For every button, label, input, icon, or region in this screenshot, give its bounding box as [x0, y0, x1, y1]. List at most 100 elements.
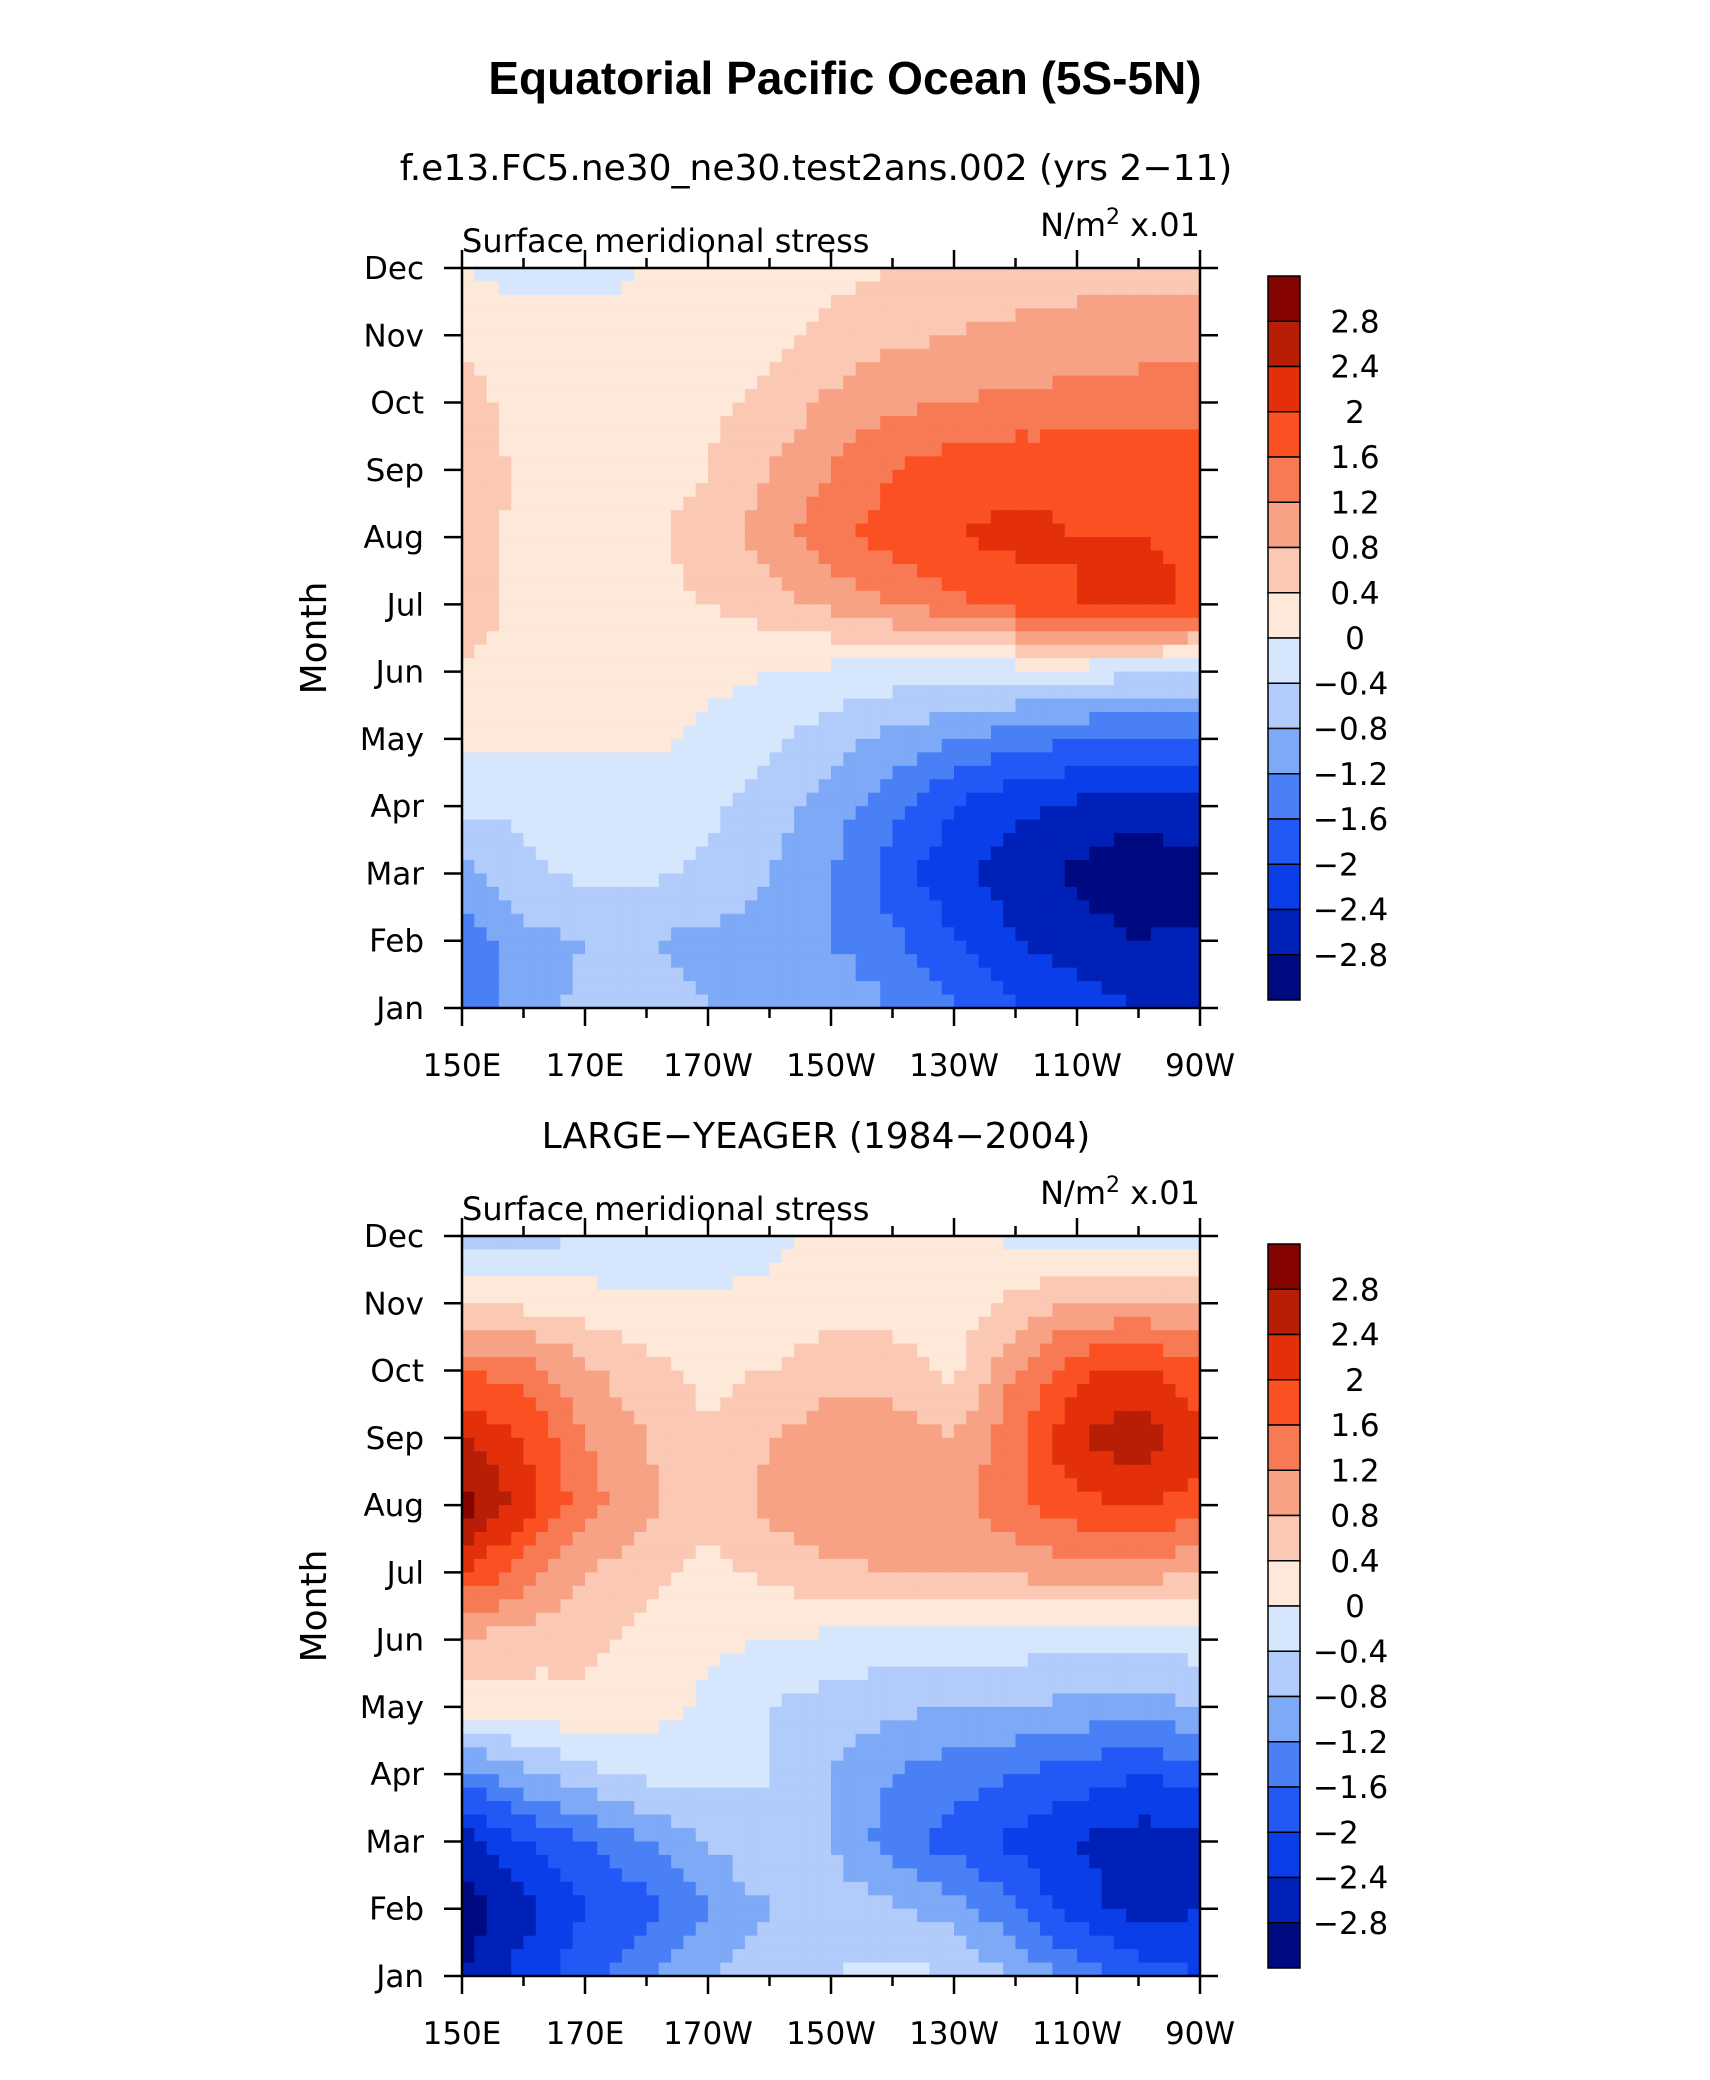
heatmap-cell [904, 1397, 918, 1412]
heatmap-cell [621, 860, 635, 875]
heatmap-cell [990, 348, 1004, 363]
heatmap-cell [597, 698, 611, 713]
heatmap-cell [769, 577, 783, 592]
heatmap-cell [929, 268, 943, 283]
heatmap-cell [548, 604, 561, 619]
heatmap-cell [597, 1330, 611, 1345]
heatmap-cell [732, 1585, 746, 1600]
heatmap-cell [671, 631, 684, 646]
heatmap-cell [1027, 765, 1041, 780]
heatmap-cell [548, 402, 561, 417]
heatmap-cell [511, 1357, 525, 1372]
heatmap-cell [843, 1262, 857, 1277]
heatmap-cell [511, 967, 525, 982]
heatmap-cell [929, 416, 943, 431]
heatmap-cell [1113, 375, 1127, 390]
heatmap-cell [966, 712, 980, 727]
heatmap-cell [474, 469, 488, 484]
heatmap-cell [831, 1370, 844, 1385]
heatmap-cell [929, 685, 943, 700]
heatmap-cell [621, 1437, 635, 1452]
heatmap-cell [634, 833, 648, 848]
heatmap-cell [794, 725, 807, 740]
heatmap-cell [929, 617, 943, 632]
heatmap-cell [1040, 1410, 1053, 1425]
heatmap-cell [954, 658, 967, 673]
heatmap-cell [781, 617, 795, 632]
heatmap-cell [548, 1424, 561, 1439]
heatmap-cell [1040, 927, 1053, 942]
heatmap-cell [462, 442, 475, 457]
heatmap-cell [462, 940, 475, 955]
heatmap-cell [720, 685, 734, 700]
heatmap-cell [535, 886, 549, 901]
heatmap-cell [498, 362, 512, 377]
heatmap-cell [1040, 1558, 1053, 1573]
heatmap-cell [892, 1558, 906, 1573]
heatmap-cell [1089, 873, 1103, 888]
heatmap-cell [892, 402, 906, 417]
heatmap-cell [1126, 1505, 1140, 1520]
heatmap-cell [1150, 537, 1164, 552]
heatmap-cell [1064, 1505, 1078, 1520]
heatmap-cell [658, 348, 672, 363]
heatmap-cell [978, 765, 992, 780]
y-tick-label: Aug [363, 520, 424, 556]
heatmap-cell [1064, 496, 1078, 511]
heatmap-cell [1040, 1451, 1053, 1466]
heatmap-cell [843, 819, 857, 834]
heatmap-cell [548, 442, 561, 457]
heatmap-cell [1163, 550, 1176, 565]
heatmap-cell [535, 429, 549, 444]
heatmap-cell [695, 685, 709, 700]
heatmap-cell [806, 402, 820, 417]
heatmap-cell [806, 927, 820, 942]
heatmap-cell [658, 1451, 672, 1466]
heatmap-cell [720, 900, 734, 915]
heatmap-cell [1163, 631, 1176, 646]
heatmap-cell [1126, 321, 1140, 336]
heatmap-cell [732, 537, 746, 552]
heatmap-cell [1089, 1491, 1103, 1506]
heatmap-cell [744, 523, 758, 538]
heatmap-cell [757, 940, 771, 955]
case-title: f.e13.FC5.ne30_ne30.test2ans.002 (yrs 2−… [400, 148, 1233, 189]
heatmap-cell [621, 281, 635, 296]
heatmap-cell [855, 1303, 869, 1318]
heatmap-cell [671, 281, 684, 296]
heatmap-cell [806, 765, 820, 780]
heatmap-cell [892, 1410, 906, 1425]
heatmap-cell [880, 940, 894, 955]
heatmap-cell [548, 1276, 561, 1291]
heatmap-cell [585, 577, 598, 592]
heatmap-cell [781, 590, 795, 605]
heatmap-cell [474, 348, 488, 363]
heatmap-cell [1064, 416, 1078, 431]
heatmap-cell [548, 1532, 561, 1547]
heatmap-cell [658, 725, 672, 740]
heatmap-cell [1187, 725, 1201, 740]
heatmap-cell [572, 1370, 586, 1385]
heatmap-cell [1003, 1249, 1017, 1264]
heatmap-cell [732, 873, 746, 888]
heatmap-cell [1040, 913, 1053, 928]
heatmap-cell [1064, 1532, 1078, 1547]
heatmap-cell [781, 483, 795, 498]
heatmap-cell [1052, 752, 1066, 767]
heatmap-cell [867, 1572, 881, 1587]
heatmap-cell [1027, 510, 1041, 525]
heatmap-cell [498, 523, 512, 538]
heatmap-cell [535, 806, 549, 821]
heatmap-cell [1052, 617, 1066, 632]
heatmap-cell [843, 429, 857, 444]
heatmap-cell [708, 846, 721, 861]
heatmap-cell [683, 1303, 697, 1318]
heatmap-cell [486, 725, 500, 740]
heatmap-cell [585, 469, 598, 484]
heatmap-cell [597, 1303, 611, 1318]
heatmap-cell [1163, 886, 1176, 901]
heatmap-cell [523, 362, 537, 377]
heatmap-cell [1064, 927, 1078, 942]
heatmap-cell [769, 362, 783, 377]
heatmap-cell [1064, 1249, 1078, 1264]
